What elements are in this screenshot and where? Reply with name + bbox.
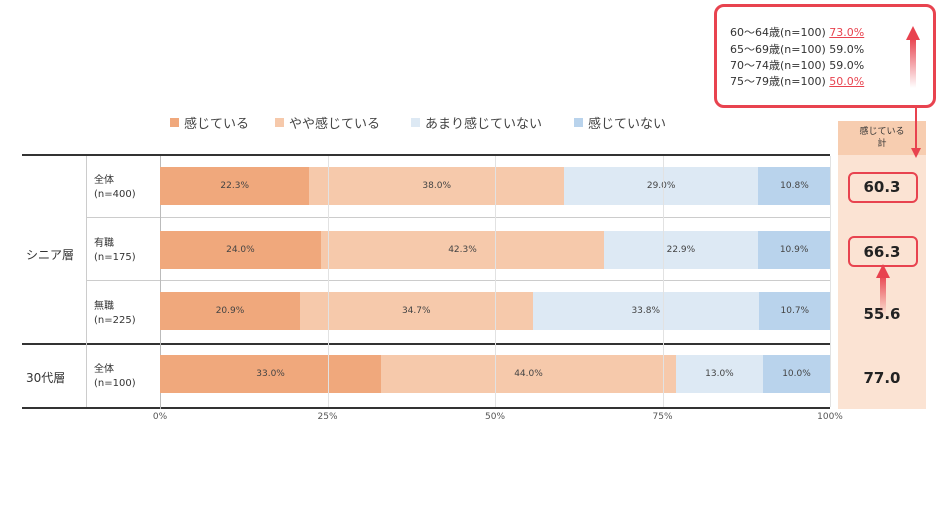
table-top-rule <box>22 154 830 156</box>
x-tick-label: 75% <box>652 412 673 422</box>
label-column-divider <box>86 156 87 407</box>
row-label-n: (n=400) <box>94 189 136 200</box>
x-gridline <box>830 156 831 407</box>
x-gridline <box>662 156 664 407</box>
callout-value: 73.0% <box>829 26 865 39</box>
legend-item-not-much: あまり感じていない <box>411 113 542 132</box>
callout-age-label: 65～69歳(n=100) <box>730 43 826 56</box>
bar-segment-感じていない: 10.0% <box>763 355 830 393</box>
bar-segment-感じている: 20.9% <box>160 292 301 330</box>
callout-line-60-64: 60～64歳(n=100) 73.0% <box>730 24 864 40</box>
callout-line-70-74: 70～74歳(n=100) 59.0% <box>730 57 864 73</box>
legend-swatch <box>411 118 420 127</box>
x-gridline <box>495 156 496 407</box>
bar-segment-やや感じている: 42.3% <box>320 231 605 269</box>
table-bottom-rule <box>22 407 830 409</box>
row-divider <box>86 280 830 281</box>
bar-segment-やや感じている: 38.0% <box>309 167 564 205</box>
total-value-senior-employed: 66.3 <box>863 243 901 261</box>
legend-item-not-feel: 感じていない <box>574 113 666 132</box>
highlight-box-senior-all <box>848 172 918 203</box>
row-label-text: 無職 <box>94 301 114 312</box>
highlight-box-senior-employed <box>848 236 918 267</box>
bar-segment-感じていない: 10.7% <box>758 292 831 330</box>
row-divider <box>86 217 830 218</box>
bar-segment-やや感じている: 34.7% <box>300 292 533 330</box>
total-value-senior-unemployed: 55.6 <box>863 305 901 323</box>
bar-segment-あまり感じていない: 29.0% <box>564 167 759 205</box>
row-label-senior-unemployed: 無職 (n=225) <box>94 300 136 328</box>
axis-left-line <box>160 156 161 409</box>
row-label-n: (n=225) <box>94 315 136 326</box>
legend-swatch <box>275 118 284 127</box>
callout-age-label: 70～74歳(n=100) <box>730 59 826 72</box>
bar-segment-あまり感じていない: 22.9% <box>604 231 758 269</box>
bar-segment-感じていない: 10.9% <box>757 231 831 269</box>
x-tick-label: 50% <box>484 412 506 422</box>
legend-swatch <box>170 118 179 127</box>
bar-segment-やや感じている: 44.0% <box>381 355 676 393</box>
group-label-30s: 30代層 <box>26 371 66 385</box>
total-column-header: 感じている 計 <box>838 121 926 155</box>
callout-value: 59.0% <box>829 43 865 56</box>
callout-value: 50.0% <box>829 75 865 88</box>
callout-value: 59.0% <box>829 59 865 72</box>
legend-swatch <box>574 118 583 127</box>
row-label-text: 全体 <box>94 364 114 375</box>
x-gridline <box>327 156 329 407</box>
callout-age-label: 60～64歳(n=100) <box>730 26 826 39</box>
group-label-senior: シニア層 <box>26 248 75 262</box>
legend-label: やや感じている <box>289 117 381 132</box>
legend-label: 感じている <box>184 117 250 132</box>
bar-segment-あまり感じていない: 13.0% <box>675 355 763 393</box>
row-label-30s-all: 全体 (n=100) <box>94 363 136 391</box>
age-breakdown-callout <box>714 4 936 108</box>
row-label-senior-all: 全体 (n=400) <box>94 174 136 202</box>
row-label-senior-employed: 有職 (n=175) <box>94 237 136 265</box>
callout-line-65-69: 65～69歳(n=100) 59.0% <box>730 41 864 57</box>
row-label-n: (n=100) <box>94 378 136 389</box>
x-tick-label: 100% <box>817 412 843 422</box>
legend-label: あまり感じていない <box>425 117 543 132</box>
bar-segment-感じている: 22.3% <box>160 167 310 205</box>
row-label-n: (n=175) <box>94 252 136 263</box>
row-label-text: 有職 <box>94 238 114 249</box>
callout-age-label: 75～79歳(n=100) <box>730 75 826 88</box>
bar-segment-感じている: 33.0% <box>160 355 382 393</box>
x-tick-label: 25% <box>317 412 338 422</box>
callout-line-75-79: 75～79歳(n=100) 50.0% <box>730 73 864 89</box>
legend-item-somewhat-feel: やや感じている <box>275 113 380 132</box>
legend-label: 感じていない <box>588 117 667 132</box>
total-value-30s-all: 77.0 <box>863 369 901 387</box>
x-tick-label: 0% <box>152 412 168 422</box>
total-value-senior-all: 60.3 <box>863 178 901 196</box>
bar-segment-感じていない: 10.8% <box>758 167 831 205</box>
total-header-line1: 感じている <box>859 127 905 137</box>
row-label-text: 全体 <box>94 175 114 186</box>
total-header-line2: 計 <box>877 139 887 149</box>
bar-segment-あまり感じていない: 33.8% <box>532 292 759 330</box>
bar-segment-感じている: 24.0% <box>160 231 321 269</box>
legend-item-feel: 感じている <box>170 113 249 132</box>
group-divider-rule <box>22 343 830 345</box>
